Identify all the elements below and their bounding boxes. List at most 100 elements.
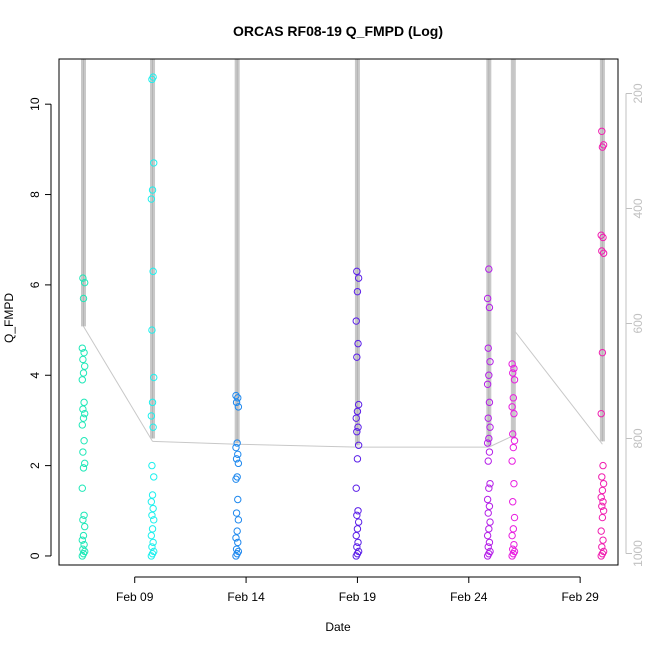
data-point	[232, 443, 240, 452]
data-point	[79, 531, 88, 540]
data-point	[353, 353, 361, 361]
data-point	[484, 509, 492, 517]
data-point	[353, 511, 361, 520]
data-point	[509, 430, 517, 438]
data-point	[598, 486, 607, 495]
data-point	[599, 536, 607, 544]
data-point	[80, 459, 89, 468]
data-point	[147, 412, 156, 420]
data-point	[509, 369, 517, 377]
data-point	[147, 498, 156, 506]
data-point	[354, 518, 363, 526]
data-point	[352, 414, 360, 422]
data-point	[510, 364, 518, 373]
data-point	[150, 516, 158, 524]
data-point	[354, 547, 363, 556]
data-point	[148, 326, 156, 334]
data-point	[149, 538, 157, 547]
y-right-tick-label: 200	[631, 83, 645, 103]
data-point	[597, 527, 605, 535]
x-tick-label: Feb 24	[450, 590, 488, 604]
y-right-tick-label: 600	[631, 313, 645, 333]
data-point	[148, 186, 157, 194]
data-point	[79, 448, 87, 456]
data-point	[485, 371, 493, 379]
data-point	[510, 479, 518, 488]
data-point	[354, 274, 363, 282]
data-point	[483, 531, 492, 540]
data-point	[79, 516, 87, 524]
y-tick-label: 8	[28, 191, 42, 198]
data-point	[234, 403, 243, 411]
data-point	[599, 249, 608, 257]
data-point	[80, 278, 89, 287]
data-point	[354, 538, 362, 547]
data-point	[353, 267, 361, 276]
data-point	[78, 484, 86, 492]
data-point	[484, 457, 492, 465]
data-point	[79, 274, 87, 282]
data-point	[78, 536, 86, 544]
data-point	[483, 439, 492, 447]
data-point	[233, 473, 241, 481]
data-point	[233, 527, 241, 535]
x-tick-label: Feb 19	[339, 590, 377, 604]
data-point	[486, 357, 494, 366]
data-point	[79, 355, 87, 364]
chart-title: ORCAS RF08-19 Q_FMPD (Log)	[233, 23, 443, 39]
data-point	[485, 484, 493, 492]
data-point	[147, 531, 156, 540]
data-point	[354, 400, 363, 409]
data-points	[78, 73, 608, 560]
data-point	[510, 376, 519, 384]
x-tick-label: Feb 14	[227, 590, 265, 604]
data-point	[597, 493, 605, 501]
data-point	[508, 531, 516, 540]
data-point	[508, 360, 516, 368]
data-point	[353, 287, 362, 296]
data-point	[483, 294, 492, 303]
data-point	[485, 398, 494, 407]
data-point	[232, 534, 240, 542]
data-point	[598, 127, 606, 135]
data-point	[149, 73, 157, 81]
data-point	[509, 498, 517, 506]
data-point	[234, 394, 242, 402]
data-point	[485, 448, 494, 456]
data-point	[598, 543, 606, 551]
data-point	[232, 455, 241, 463]
y-right-tick-label: 1000	[631, 540, 645, 567]
data-point	[599, 498, 607, 506]
data-point	[80, 348, 88, 357]
data-point	[148, 398, 157, 407]
pressure-connector	[237, 443, 358, 448]
data-point	[147, 195, 156, 203]
data-point	[148, 543, 156, 551]
data-point	[149, 267, 157, 276]
data-point	[234, 538, 242, 547]
data-point	[78, 421, 86, 429]
data-point	[353, 455, 362, 463]
data-point	[510, 409, 518, 418]
data-point	[78, 344, 86, 352]
data-point	[598, 502, 606, 510]
data-point	[485, 303, 494, 312]
data-point	[599, 547, 608, 556]
data-point	[79, 545, 87, 553]
data-point	[509, 394, 518, 402]
data-point	[485, 502, 494, 510]
data-point	[233, 439, 241, 447]
data-point	[234, 459, 243, 468]
data-point	[79, 369, 88, 377]
data-point	[353, 428, 361, 436]
data-point	[148, 511, 156, 520]
pressure-connector	[512, 328, 603, 445]
data-point	[486, 547, 494, 556]
y-tick-label: 4	[28, 372, 42, 379]
pressure-profiles	[80, 59, 605, 448]
data-point	[486, 518, 494, 526]
data-point	[599, 507, 608, 515]
data-point	[80, 511, 88, 520]
data-point	[148, 461, 156, 470]
